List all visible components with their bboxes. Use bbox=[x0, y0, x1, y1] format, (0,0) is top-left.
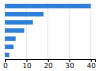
tick: 20 bbox=[44, 59, 53, 70]
grid-line bbox=[47, 2, 48, 59]
x-axis: 0 10 20 30 40 bbox=[3, 59, 95, 70]
tick: 30 bbox=[65, 59, 74, 70]
bar bbox=[5, 4, 91, 8]
bars bbox=[5, 4, 91, 57]
tick: 10 bbox=[22, 59, 31, 70]
tick-label: 30 bbox=[65, 62, 74, 70]
bar bbox=[5, 12, 44, 16]
bar bbox=[5, 36, 16, 40]
chart: 0 10 20 30 40 bbox=[0, 0, 100, 71]
grid-line bbox=[90, 2, 91, 59]
bar bbox=[5, 20, 33, 24]
bar bbox=[5, 53, 9, 57]
grid bbox=[5, 2, 91, 59]
tick: 0 bbox=[3, 59, 7, 70]
tick: 40 bbox=[87, 59, 96, 70]
tick-label: 40 bbox=[87, 62, 96, 70]
bar bbox=[5, 45, 14, 49]
grid-line bbox=[69, 2, 70, 59]
tick-label: 0 bbox=[3, 62, 7, 70]
plot: 0 10 20 30 40 bbox=[3, 2, 95, 70]
bar bbox=[5, 28, 24, 32]
tick-label: 20 bbox=[44, 62, 53, 70]
grid-line bbox=[26, 2, 27, 59]
tick-label: 10 bbox=[22, 62, 31, 70]
